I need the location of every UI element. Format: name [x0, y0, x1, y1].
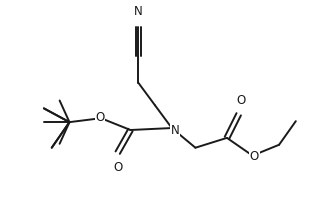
Text: N: N	[170, 124, 179, 136]
Text: O: O	[113, 162, 122, 174]
Text: N: N	[134, 5, 143, 18]
Text: O: O	[250, 150, 259, 163]
Text: O: O	[95, 111, 105, 124]
Text: O: O	[236, 94, 245, 107]
